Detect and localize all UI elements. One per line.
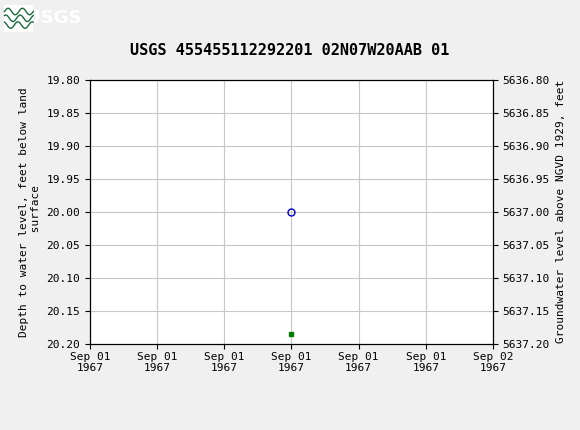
Text: ≡USGS: ≡USGS	[12, 9, 82, 27]
Bar	[5, 5, 33, 32]
Text: USGS 455455112292201 02N07W20AAB 01: USGS 455455112292201 02N07W20AAB 01	[130, 43, 450, 58]
Y-axis label: Groundwater level above NGVD 1929, feet: Groundwater level above NGVD 1929, feet	[556, 80, 566, 344]
Y-axis label: Depth to water level, feet below land
 surface: Depth to water level, feet below land su…	[19, 87, 41, 337]
Legend: Period of approved data: Period of approved data	[188, 427, 394, 430]
